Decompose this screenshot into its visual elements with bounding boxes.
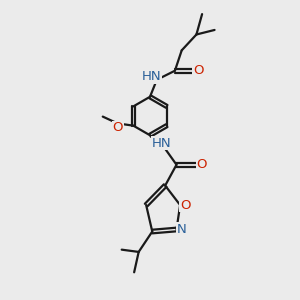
Text: O: O <box>193 64 203 77</box>
Text: N: N <box>177 223 186 236</box>
Text: HN: HN <box>152 137 171 150</box>
Text: O: O <box>180 199 190 212</box>
Text: O: O <box>196 158 207 171</box>
Text: HN: HN <box>141 70 161 83</box>
Text: O: O <box>113 122 123 134</box>
